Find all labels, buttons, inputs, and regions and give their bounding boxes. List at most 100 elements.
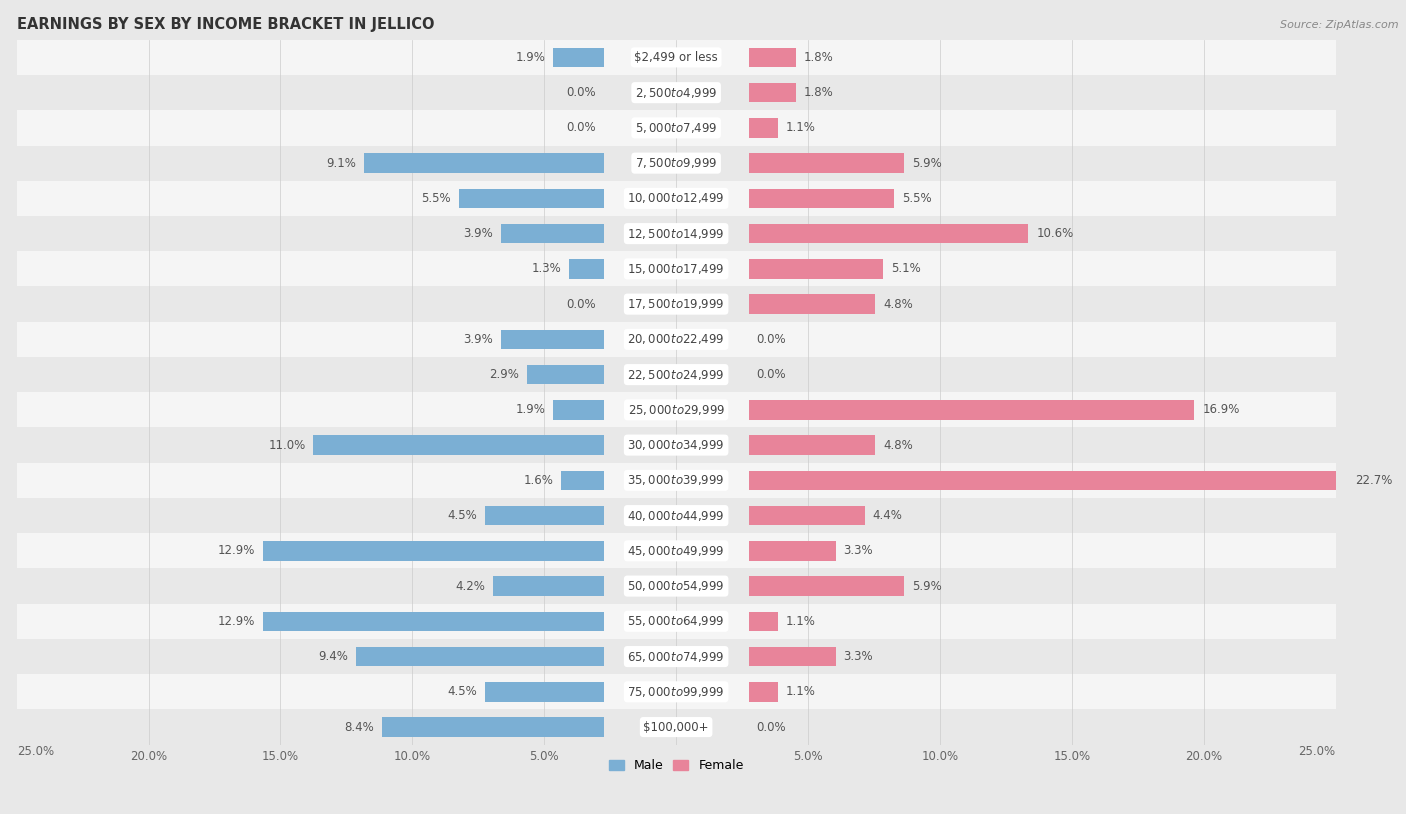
Text: $12,500 to $14,999: $12,500 to $14,999 <box>627 226 725 241</box>
Text: 9.1%: 9.1% <box>326 156 356 169</box>
Text: 1.6%: 1.6% <box>523 474 554 487</box>
Text: 10.6%: 10.6% <box>1036 227 1073 240</box>
Bar <box>17 604 1336 639</box>
Text: 0.0%: 0.0% <box>756 720 786 733</box>
Bar <box>748 576 904 596</box>
Bar <box>748 224 1028 243</box>
Text: $65,000 to $74,999: $65,000 to $74,999 <box>627 650 725 663</box>
Bar <box>17 533 1336 568</box>
Text: $55,000 to $64,999: $55,000 to $64,999 <box>627 615 725 628</box>
Bar <box>17 40 1336 75</box>
Text: 3.3%: 3.3% <box>844 650 873 663</box>
Text: 4.2%: 4.2% <box>456 580 485 593</box>
Bar <box>17 216 1336 252</box>
Bar <box>17 322 1336 357</box>
Text: 5.5%: 5.5% <box>901 192 931 205</box>
Text: 1.8%: 1.8% <box>804 51 834 64</box>
Text: EARNINGS BY SEX BY INCOME BRACKET IN JELLICO: EARNINGS BY SEX BY INCOME BRACKET IN JEL… <box>17 16 434 32</box>
Bar <box>554 400 603 419</box>
Bar <box>17 639 1336 674</box>
Bar <box>17 710 1336 745</box>
Text: 4.5%: 4.5% <box>447 685 477 698</box>
Text: 5.5%: 5.5% <box>420 192 450 205</box>
Bar <box>501 330 603 349</box>
Bar <box>748 541 835 561</box>
Bar <box>748 295 876 314</box>
Text: $7,500 to $9,999: $7,500 to $9,999 <box>636 156 717 170</box>
Text: $75,000 to $99,999: $75,000 to $99,999 <box>627 685 725 699</box>
Legend: Male, Female: Male, Female <box>603 755 749 777</box>
Bar <box>364 154 603 173</box>
Bar <box>17 462 1336 498</box>
Text: $35,000 to $39,999: $35,000 to $39,999 <box>627 474 725 488</box>
Text: 1.1%: 1.1% <box>786 615 815 628</box>
Bar <box>17 146 1336 181</box>
Text: 0.0%: 0.0% <box>567 298 596 311</box>
Bar <box>485 682 603 702</box>
Text: 5.1%: 5.1% <box>891 262 921 275</box>
Bar <box>748 682 778 702</box>
Text: $45,000 to $49,999: $45,000 to $49,999 <box>627 544 725 558</box>
Bar <box>17 357 1336 392</box>
Text: 0.0%: 0.0% <box>567 86 596 99</box>
Bar <box>458 189 603 208</box>
Bar <box>17 392 1336 427</box>
Bar <box>748 154 904 173</box>
Text: 4.8%: 4.8% <box>883 298 912 311</box>
Bar <box>748 189 894 208</box>
Text: $2,500 to $4,999: $2,500 to $4,999 <box>636 85 717 99</box>
Bar <box>501 224 603 243</box>
Bar <box>17 498 1336 533</box>
Bar <box>314 435 603 455</box>
Bar <box>17 568 1336 604</box>
Bar <box>485 506 603 525</box>
Bar <box>17 287 1336 322</box>
Text: 1.3%: 1.3% <box>531 262 561 275</box>
Text: $20,000 to $22,499: $20,000 to $22,499 <box>627 332 725 347</box>
Text: $50,000 to $54,999: $50,000 to $54,999 <box>627 579 725 593</box>
Bar <box>494 576 603 596</box>
Text: 12.9%: 12.9% <box>218 615 256 628</box>
Bar <box>748 470 1347 490</box>
Text: $17,500 to $19,999: $17,500 to $19,999 <box>627 297 725 311</box>
Bar <box>748 259 883 278</box>
Bar <box>748 83 796 103</box>
Bar <box>382 717 603 737</box>
Text: 1.1%: 1.1% <box>786 685 815 698</box>
Text: 25.0%: 25.0% <box>1299 746 1336 759</box>
Text: $100,000+: $100,000+ <box>644 720 709 733</box>
Bar <box>748 611 778 631</box>
Text: 11.0%: 11.0% <box>269 439 305 452</box>
Bar <box>17 674 1336 710</box>
Bar <box>748 48 796 67</box>
Text: 0.0%: 0.0% <box>756 368 786 381</box>
Text: 8.4%: 8.4% <box>344 720 374 733</box>
Text: 22.7%: 22.7% <box>1355 474 1393 487</box>
Text: $15,000 to $17,499: $15,000 to $17,499 <box>627 262 725 276</box>
Bar <box>17 181 1336 216</box>
Bar <box>569 259 603 278</box>
Text: 3.9%: 3.9% <box>463 227 494 240</box>
Text: 0.0%: 0.0% <box>756 333 786 346</box>
Bar <box>748 400 1195 419</box>
Text: 4.8%: 4.8% <box>883 439 912 452</box>
Text: 4.5%: 4.5% <box>447 509 477 522</box>
Bar <box>17 75 1336 110</box>
Text: 4.4%: 4.4% <box>873 509 903 522</box>
Text: 2.9%: 2.9% <box>489 368 519 381</box>
Bar <box>17 427 1336 462</box>
Text: 25.0%: 25.0% <box>17 746 53 759</box>
Text: 12.9%: 12.9% <box>218 545 256 558</box>
Text: 1.8%: 1.8% <box>804 86 834 99</box>
Bar <box>17 252 1336 287</box>
Bar <box>748 118 778 138</box>
Bar <box>748 647 835 667</box>
Text: Source: ZipAtlas.com: Source: ZipAtlas.com <box>1281 20 1399 30</box>
Text: 1.9%: 1.9% <box>516 51 546 64</box>
Text: 5.9%: 5.9% <box>912 156 942 169</box>
Text: 1.9%: 1.9% <box>516 404 546 416</box>
Text: 3.9%: 3.9% <box>463 333 494 346</box>
Text: $40,000 to $44,999: $40,000 to $44,999 <box>627 509 725 523</box>
Text: 3.3%: 3.3% <box>844 545 873 558</box>
Bar <box>356 647 603 667</box>
